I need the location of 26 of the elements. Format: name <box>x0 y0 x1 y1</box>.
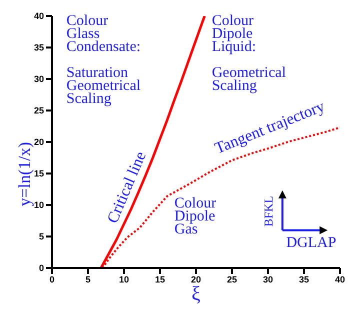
x-tick-label: 25 <box>226 274 238 284</box>
x-tick-label: 15 <box>154 274 166 284</box>
x-tick-label: 35 <box>298 274 310 284</box>
text: Critical line <box>104 149 150 226</box>
x-axis-title: ξ <box>192 283 201 305</box>
y-tick-label: 0 <box>38 263 44 274</box>
x-tick-label: 30 <box>262 274 274 284</box>
x-tick-label: 0 <box>49 274 55 284</box>
y-tick-label: 20 <box>34 137 44 148</box>
y-axis-title: y=ln(1/x) <box>15 142 34 206</box>
x-tick-label: 5 <box>85 274 91 284</box>
annotation: BFKL <box>261 196 276 227</box>
y-tick-label: 15 <box>34 168 44 179</box>
annotation: Colour Dipole Liquid: Geometrical Scaling <box>212 12 286 94</box>
y-tick-label: 35 <box>34 42 44 53</box>
x-tick-label: 10 <box>118 274 130 284</box>
x-tick-label: 40 <box>334 274 346 284</box>
y-tick-label: 10 <box>34 200 44 210</box>
annotation: Colour Glass Condensate: Saturation Geometrical Scaling <box>66 12 141 107</box>
x-tick-label: 20 <box>190 274 202 284</box>
y-tick-label: 40 <box>34 11 44 22</box>
y-tick-label: 5 <box>38 232 44 242</box>
y-tick-label: 30 <box>34 74 44 84</box>
annotation: Colour Dipole Gas <box>174 196 216 238</box>
y-tick-label: 25 <box>34 106 44 116</box>
annotation: DGLAP <box>286 235 336 252</box>
